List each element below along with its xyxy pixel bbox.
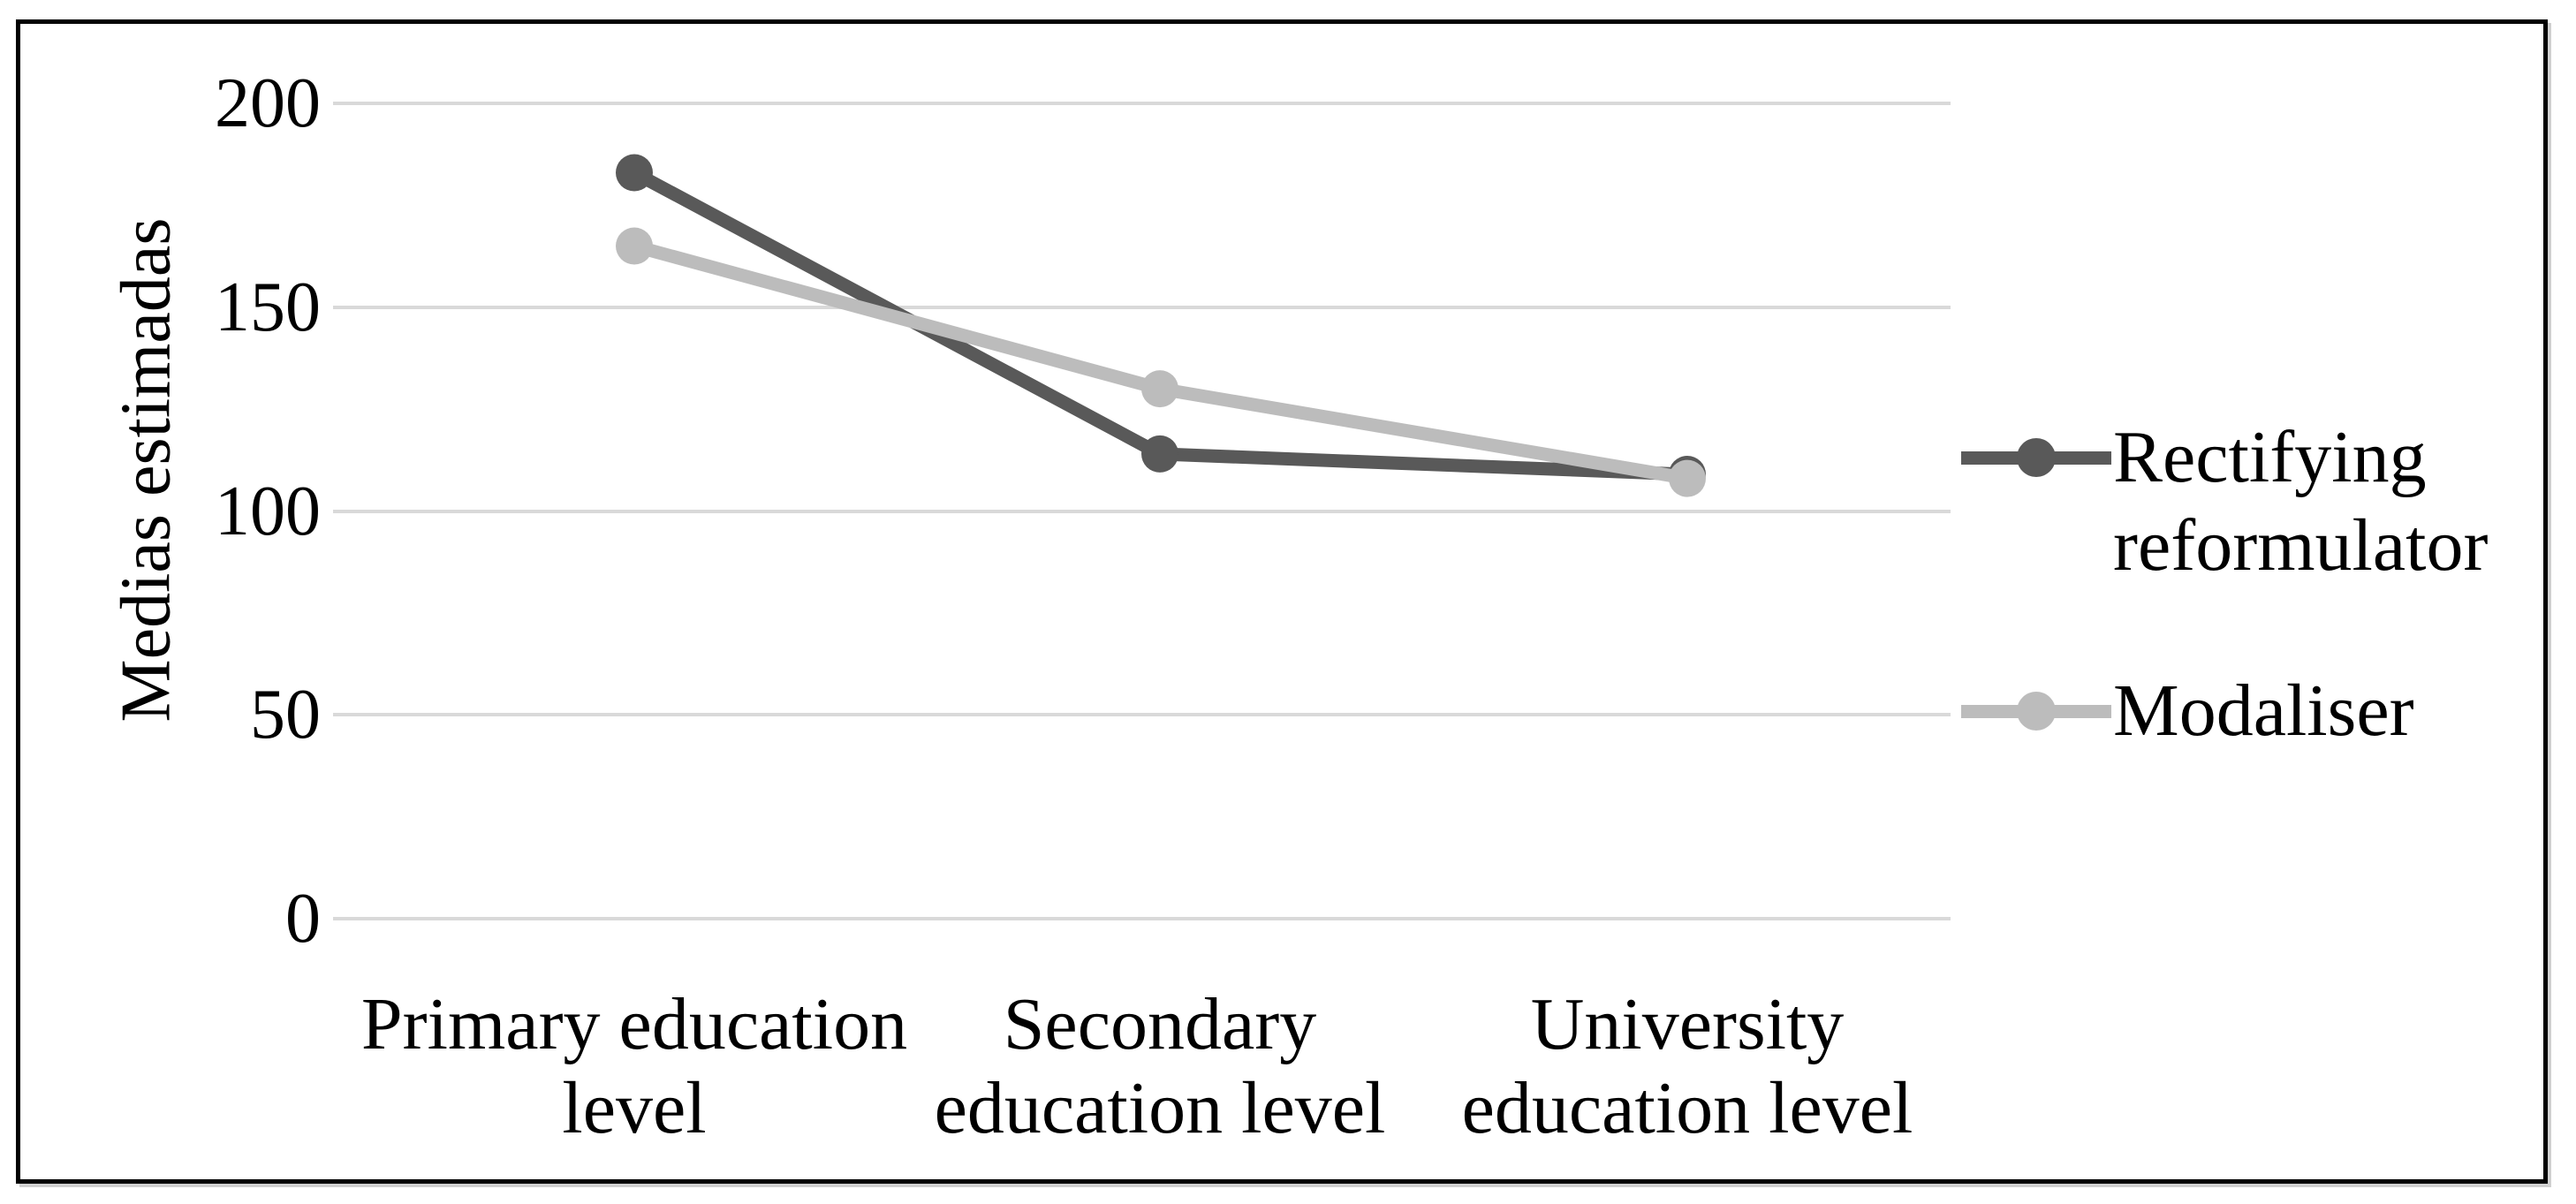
y-axis-tick-label: 0 [285,880,321,958]
series-line-rectifying-reformulator [631,166,1688,481]
data-point-marker [1669,459,1706,497]
y-axis-tick-label: 200 [215,64,321,142]
data-point-marker [616,154,653,192]
gridline [333,305,1951,309]
x-axis-category-label: Secondary education level [860,982,1460,1150]
data-point-marker [1141,435,1178,473]
x-axis-category-label-line: Secondary [1003,983,1317,1065]
data-point-marker [1141,370,1178,408]
data-point-marker [616,227,653,265]
y-axis-tick-label: 100 [215,472,321,550]
y-axis-tick-label: 50 [250,676,321,754]
x-axis-category-label-line: Primary education [360,983,908,1065]
x-axis-category-label: Primary education level [334,982,935,1150]
gridline [333,102,1951,105]
gridline [333,509,1951,513]
x-axis-category-label-line: University [1530,983,1845,1065]
chart-figure: Medias estimadas 0 50 100 150 200 Primary ed… [16,19,2548,1184]
y-axis-tick-label: 150 [215,268,321,346]
x-axis-category-label-line: level [562,1067,707,1149]
x-axis-category-label-line: education level [1461,1067,1913,1149]
x-axis-category-label: University education level [1387,982,1988,1150]
x-axis-category-label-line: education level [934,1067,1386,1149]
gridline [333,713,1951,717]
gridline [333,917,1951,920]
